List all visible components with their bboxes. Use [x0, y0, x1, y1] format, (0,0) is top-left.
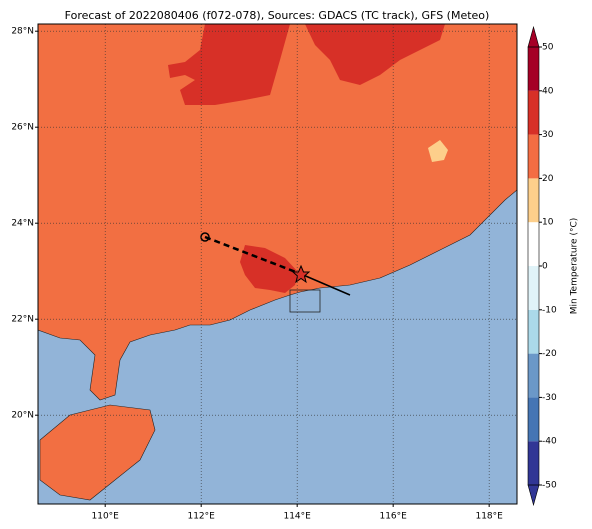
- colorbar-band: [528, 266, 539, 310]
- colorbar-tick-label: 50: [542, 43, 554, 53]
- colorbar-tick-label: 30: [542, 130, 554, 140]
- colorbar-band: [528, 353, 539, 398]
- title: Forecast of 2022080406 (f072-078), Sourc…: [65, 9, 490, 22]
- colorbar-band: [528, 309, 539, 354]
- y-tick-label: 26°N: [11, 123, 34, 133]
- colorbar-band: [528, 397, 539, 442]
- colorbar-band: [528, 178, 539, 223]
- mild-area: [428, 140, 448, 162]
- colorbar-tick-label: -10: [542, 305, 557, 315]
- colorbar-band: [528, 90, 539, 135]
- x-tick-label: 112°E: [187, 512, 215, 522]
- y-tick-label: 24°N: [11, 219, 34, 229]
- colorbar-tick-label: 20: [542, 174, 554, 184]
- past-track: [204, 235, 302, 276]
- colorbar-label: Min Temperature (°C): [570, 218, 580, 315]
- colorbar-extend-max: [527, 25, 540, 48]
- colorbar-tick-label: -40: [542, 437, 557, 447]
- map-frame: [37, 23, 518, 505]
- x-tick-label: 116°E: [379, 512, 407, 522]
- colorbar: -50 -40 -30 -20 -10 0 10 20 30 40 50 Min Temperatur…: [527, 25, 580, 507]
- colorbar-band: [528, 134, 539, 179]
- city-box: [289, 289, 321, 313]
- colorbar-extend-min: [527, 484, 540, 507]
- colorbar-band: [528, 222, 539, 266]
- grid: [38, 24, 517, 504]
- y-tick-label: 22°N: [11, 315, 34, 325]
- storm-position: [291, 264, 311, 284]
- x-tick-label: 118°E: [475, 512, 503, 522]
- warm-area: [305, 24, 445, 85]
- colorbar-band: [528, 441, 539, 485]
- colorbar-tick-label: -30: [542, 393, 557, 403]
- colorbar-band: [528, 47, 539, 91]
- hainan: [39, 404, 156, 501]
- x-tick-label: 114°E: [283, 512, 311, 522]
- colorbar-tick-label: 40: [542, 86, 554, 96]
- colorbar-tick-label: -20: [542, 349, 557, 359]
- colorbar-tick-label: 0: [542, 262, 548, 272]
- forecast-track: [300, 273, 351, 296]
- x-tick-label: 110°E: [92, 512, 120, 522]
- map: [37, 23, 518, 505]
- warm-area: [168, 24, 290, 105]
- colorbar-tick-label: 10: [542, 218, 554, 228]
- colorbar-tick-label: -50: [542, 481, 557, 491]
- mainland: [37, 23, 518, 401]
- y-tick-label: 28°N: [11, 27, 34, 37]
- y-tick-label: 20°N: [11, 411, 34, 421]
